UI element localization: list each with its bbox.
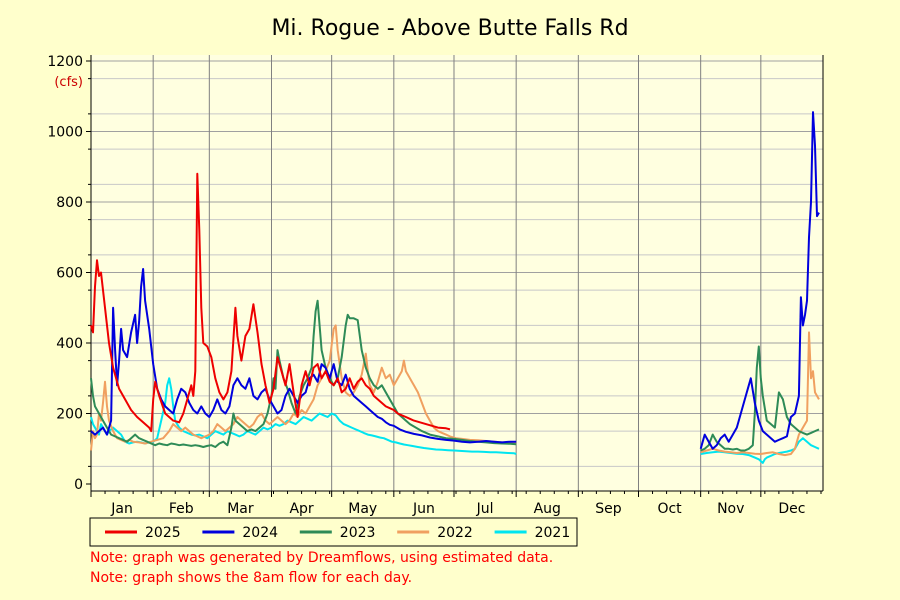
y-tick-label: 1200 <box>47 54 83 70</box>
series-line-2024 <box>90 268 517 444</box>
y-tick-label: 1000 <box>47 125 83 141</box>
legend-label-2025: 2025 <box>145 525 181 541</box>
month-label: Nov <box>717 501 744 517</box>
y-axis-unit: (cfs) <box>54 75 83 90</box>
series-line-2025 <box>90 172 451 433</box>
month-label: Jul <box>476 501 494 517</box>
y-tick-label: 800 <box>56 195 83 211</box>
note-estimated-data: Note: graph was generated by Dreamflows,… <box>90 550 554 566</box>
y-tick-label: 200 <box>56 407 83 423</box>
series-line-2023 <box>700 345 820 452</box>
y-tick-label: 600 <box>56 266 83 282</box>
month-label: Jun <box>412 501 435 517</box>
month-label: Jan <box>110 501 133 517</box>
legend-label-2023: 2023 <box>340 525 376 541</box>
chart-title: Mi. Rogue - Above Butte Falls Rd <box>271 16 628 41</box>
month-label: Aug <box>534 501 561 517</box>
month-label: Oct <box>657 501 682 517</box>
legend-label-2022: 2022 <box>437 525 473 541</box>
note-8am-flow: Note: graph shows the 8am flow for each … <box>90 570 413 586</box>
y-tick-label: 0 <box>74 477 83 493</box>
month-label: Apr <box>289 501 313 517</box>
legend-label-2024: 2024 <box>242 525 278 541</box>
month-label: Dec <box>778 501 805 517</box>
series-line-2024 <box>699 111 820 450</box>
month-label: May <box>348 501 377 517</box>
month-label: Mar <box>227 501 254 517</box>
series-line-2022 <box>90 324 517 451</box>
series-line-2022 <box>700 331 820 457</box>
month-label: Sep <box>595 501 622 517</box>
month-label: Feb <box>169 501 194 517</box>
y-tick-label: 400 <box>56 336 83 352</box>
legend-label-2021: 2021 <box>535 525 571 541</box>
